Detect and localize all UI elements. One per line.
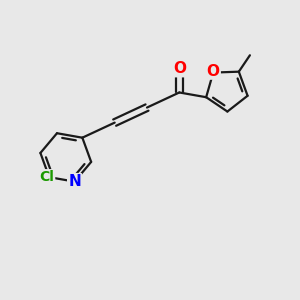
Text: O: O [207, 64, 220, 79]
Text: O: O [173, 61, 186, 76]
Text: N: N [68, 174, 81, 189]
Text: Cl: Cl [39, 170, 54, 184]
